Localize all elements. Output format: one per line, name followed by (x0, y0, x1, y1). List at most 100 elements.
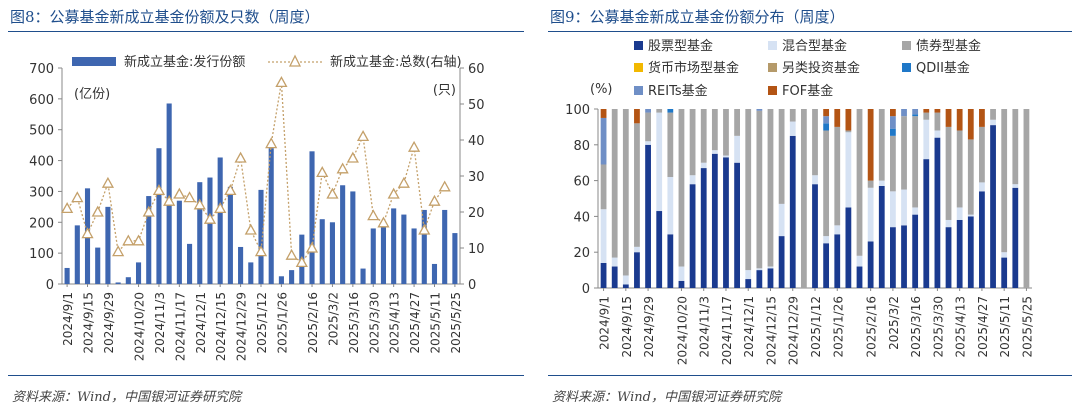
legend-swatch (768, 86, 777, 95)
stack-segment (956, 219, 963, 288)
stack-segment (711, 109, 718, 151)
left-chart-panel: 图8：公募基金新成立基金份额及只数（周度） 0 100 200 300 400 500 60… (0, 0, 532, 414)
line-point (336, 162, 349, 174)
stack-segment (934, 130, 941, 138)
line-point (183, 191, 196, 203)
stack-segment (667, 109, 674, 113)
y-tick-label: 20 (573, 246, 590, 261)
stack-segment (990, 119, 996, 126)
stack-segment (934, 112, 941, 131)
x-tick-label: 2025/5/11 (998, 296, 1012, 358)
stack-segment (745, 109, 752, 271)
line-point (203, 212, 217, 224)
legend-label: 混合型基金 (782, 38, 847, 54)
stack-segment (600, 262, 607, 288)
line-point (71, 191, 84, 203)
stack-segment (867, 241, 874, 288)
stack-segment (912, 114, 919, 117)
stack-segment (856, 266, 863, 288)
bar (350, 191, 356, 284)
stack-segment (901, 116, 907, 190)
legend-label: QDII基金 (916, 60, 970, 76)
legend-swatch-marker (288, 54, 302, 67)
line-point (407, 140, 421, 152)
legend-label: FOF基金 (782, 83, 833, 99)
bar (421, 209, 427, 284)
line-point (101, 176, 115, 188)
stack-segment (767, 109, 774, 267)
legend-label: 股票型基金 (648, 38, 713, 54)
legend-label: 债券型基金 (916, 38, 981, 54)
bar (248, 262, 254, 284)
line-point (418, 223, 431, 235)
line-point (152, 184, 166, 196)
left-chart-svg: 0 100 200 300 400 500 600 700 0 10 20 30 40 50 60 (亿份) (… (29, 54, 485, 361)
right-y-tick-label: 20 (468, 206, 485, 221)
stack-segment (1001, 257, 1008, 288)
legend-swatch (768, 41, 777, 50)
stack-segment (622, 109, 629, 276)
bar (340, 185, 346, 284)
stack-segment (979, 126, 985, 183)
y-tick-label: 0 (582, 282, 590, 297)
stack-segment (823, 130, 830, 237)
x-tick-label: 2025/4/13 (388, 292, 402, 354)
right-y-tick-label: 0 (468, 278, 476, 293)
stack-segment (834, 109, 841, 127)
stack-segment (789, 135, 796, 288)
x-tick-label: 2025/3/16 (909, 296, 923, 358)
bar (187, 243, 193, 284)
bar (319, 219, 325, 284)
bar (166, 103, 172, 284)
line-point (285, 248, 298, 260)
stack-segment (734, 109, 740, 136)
stack-segment (700, 109, 707, 163)
x-tick-label: 2024/11/17 (173, 292, 187, 361)
bar (115, 282, 121, 284)
bar (227, 186, 233, 284)
x-tick-label: 2025/2/16 (306, 292, 320, 354)
legend-label: REITs基金 (648, 83, 708, 99)
stack-segment (678, 109, 685, 267)
stack-segment (678, 280, 685, 288)
x-tick-label: 2024/11/3 (153, 292, 167, 354)
x-tick-label: 2025/2/16 (865, 296, 879, 358)
x-tick-label: 2025/3/30 (931, 296, 945, 358)
bar (105, 206, 111, 284)
stack-segment (945, 126, 952, 220)
stack-segment (622, 284, 629, 288)
left-title-rule (8, 31, 524, 32)
y-tick-label: 100 (565, 103, 590, 118)
stack-segment (890, 135, 896, 192)
stack-segment (634, 123, 640, 247)
bar (309, 151, 315, 284)
right-chart-panel: 图9：公募基金新成立基金份额分布（周度） 0 20 40 60 80 100 (%) 2024… (540, 0, 1080, 414)
stack-segment (890, 116, 896, 129)
stack-segment (923, 159, 930, 288)
stack-segment (812, 109, 818, 176)
stack-segment (656, 112, 663, 212)
line-point (377, 216, 390, 228)
stack-segment (956, 130, 963, 208)
count-line (66, 82, 446, 264)
x-tick-label: 2025/1/26 (831, 296, 845, 358)
right-chart-source: 资料来源：Wind，中国银河证券研究院 (552, 390, 781, 405)
line-point (193, 198, 206, 210)
stack-segment (789, 121, 796, 136)
line-point (367, 209, 380, 221)
line-point (397, 176, 410, 188)
x-tick-label: 2024/9/15 (82, 292, 96, 354)
line-point (316, 166, 329, 178)
x-tick-label: 2025/3/16 (347, 292, 361, 354)
stack-segment (767, 266, 774, 269)
stack-segment (923, 109, 930, 113)
bar (442, 209, 448, 284)
left-y-tick-label: 400 (29, 155, 54, 170)
x-tick-label: 2024/10/20 (675, 296, 689, 365)
stack-segment (945, 109, 952, 127)
legend-swatch (768, 63, 777, 72)
x-tick-label: 2024/9/1 (598, 296, 612, 350)
x-tick-label: 2024/12/15 (214, 292, 228, 361)
stack-segment (912, 214, 919, 288)
stack-segment (956, 207, 963, 220)
